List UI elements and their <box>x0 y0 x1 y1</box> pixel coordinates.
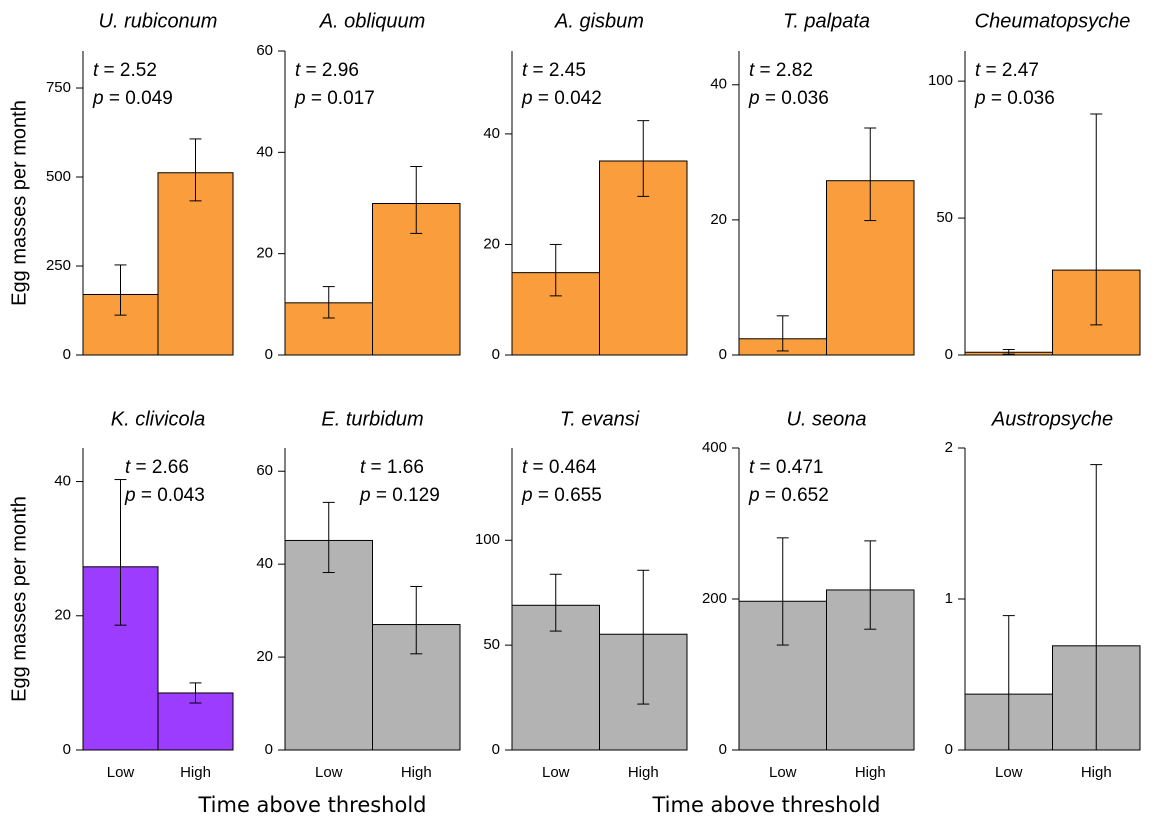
annotation: t = 1.66 <box>360 457 424 478</box>
error-bar <box>189 138 202 202</box>
y-tick-label: 0 <box>63 346 71 363</box>
x-tick-label: Low <box>995 764 1023 781</box>
panel-title: U. seona <box>786 408 866 430</box>
y-axis-label: Egg masses per month <box>8 100 30 306</box>
y-tick-label: 0 <box>945 741 953 758</box>
y-tick-label: 250 <box>46 257 71 274</box>
y-tick-label: 0 <box>63 741 71 758</box>
x-tick-label: Low <box>315 764 343 781</box>
x-tick-label: Low <box>107 764 135 781</box>
error-bar <box>1090 113 1103 326</box>
x-tick-label: High <box>855 764 886 781</box>
annotation: p = 0.043 <box>124 485 205 506</box>
error-bar <box>1090 464 1103 751</box>
annotation: p = 0.036 <box>748 88 829 109</box>
y-tick-label: 20 <box>54 607 71 624</box>
error-bar <box>549 243 562 297</box>
error-bar <box>114 264 127 316</box>
y-tick-label: 200 <box>702 590 727 607</box>
annotation: p = 0.036 <box>974 88 1055 109</box>
x-tick-label: High <box>180 764 211 781</box>
annotation: p = 0.017 <box>294 88 375 109</box>
annotation: t = 2.82 <box>749 60 813 81</box>
error-bar <box>114 479 127 626</box>
error-bar <box>864 540 877 630</box>
y-tick-label: 20 <box>256 245 273 262</box>
bar <box>284 302 373 356</box>
y-tick-label: 0 <box>265 741 273 758</box>
y-tick-label: 0 <box>492 741 500 758</box>
x-tick-label: High <box>401 764 432 781</box>
y-tick-label: 750 <box>46 79 71 96</box>
y-tick-label: 40 <box>256 143 273 160</box>
bar <box>284 539 373 751</box>
y-tick-label: 0 <box>945 346 953 363</box>
error-bar <box>322 501 335 574</box>
error-bar <box>1002 349 1015 355</box>
annotation: t = 2.66 <box>125 457 189 478</box>
annotation: t = 2.45 <box>522 60 586 81</box>
bar <box>157 172 234 356</box>
annotation: t = 2.52 <box>93 60 157 81</box>
annotation: p = 0.042 <box>521 88 602 109</box>
y-tick-label: 20 <box>710 211 727 228</box>
error-bar <box>189 682 202 704</box>
y-tick-label: 2 <box>945 439 953 456</box>
y-tick-label: 50 <box>936 209 953 226</box>
error-bar <box>410 585 423 655</box>
error-bar <box>410 166 423 234</box>
y-tick-label: 100 <box>475 531 500 548</box>
annotation: p = 0.049 <box>92 88 173 109</box>
x-tick-label: High <box>1081 764 1112 781</box>
panel-title: T. palpata <box>783 10 870 32</box>
annotation: p = 0.129 <box>359 485 440 506</box>
error-bar <box>549 573 562 632</box>
y-tick-label: 50 <box>483 636 500 653</box>
error-bar <box>776 537 789 646</box>
panel-title: Austropsyche <box>991 408 1113 430</box>
y-tick-label: 40 <box>256 555 273 572</box>
annotation: t = 0.471 <box>749 457 823 478</box>
x-tick-label: Low <box>769 764 797 781</box>
y-tick-label: 40 <box>710 76 727 93</box>
y-tick-label: 0 <box>265 346 273 363</box>
error-bar <box>637 569 650 705</box>
panel-title: A. obliquum <box>319 10 426 32</box>
error-bar <box>1002 615 1015 751</box>
panel-title: E. turbidum <box>321 408 423 430</box>
y-tick-label: 0 <box>492 346 500 363</box>
annotation: p = 0.655 <box>521 485 602 506</box>
y-tick-label: 100 <box>928 72 953 89</box>
error-bar <box>776 315 789 352</box>
panel-title: U. rubiconum <box>99 10 218 32</box>
y-tick-label: 60 <box>256 462 273 479</box>
error-bar <box>864 127 877 222</box>
x-tick-label: Low <box>542 764 570 781</box>
y-tick-label: 60 <box>256 42 273 59</box>
annotation: t = 2.47 <box>975 60 1039 81</box>
y-axis-label: Egg masses per month <box>8 496 30 702</box>
panel-title: Cheumatopsyche <box>975 10 1131 32</box>
y-tick-label: 400 <box>702 439 727 456</box>
y-tick-label: 20 <box>256 648 273 665</box>
x-axis-label: Time above threshold <box>651 793 880 817</box>
y-tick-label: 20 <box>483 235 500 252</box>
error-bar <box>637 120 650 197</box>
panel-title: T. evansi <box>560 408 640 430</box>
error-bar <box>322 286 335 319</box>
annotation: t = 2.96 <box>295 60 359 81</box>
x-tick-label: High <box>628 764 659 781</box>
panel-title: A. gisbum <box>554 10 644 32</box>
annotation: t = 0.464 <box>522 457 597 478</box>
y-tick-label: 0 <box>719 741 727 758</box>
y-tick-label: 40 <box>483 125 500 142</box>
y-tick-label: 0 <box>719 346 727 363</box>
panel-title: K. clivicola <box>111 408 205 430</box>
y-tick-label: 500 <box>46 168 71 185</box>
annotation: p = 0.652 <box>748 485 829 506</box>
y-tick-label: 1 <box>945 590 953 607</box>
x-axis-label: Time above threshold <box>197 793 426 817</box>
y-tick-label: 40 <box>54 473 71 490</box>
